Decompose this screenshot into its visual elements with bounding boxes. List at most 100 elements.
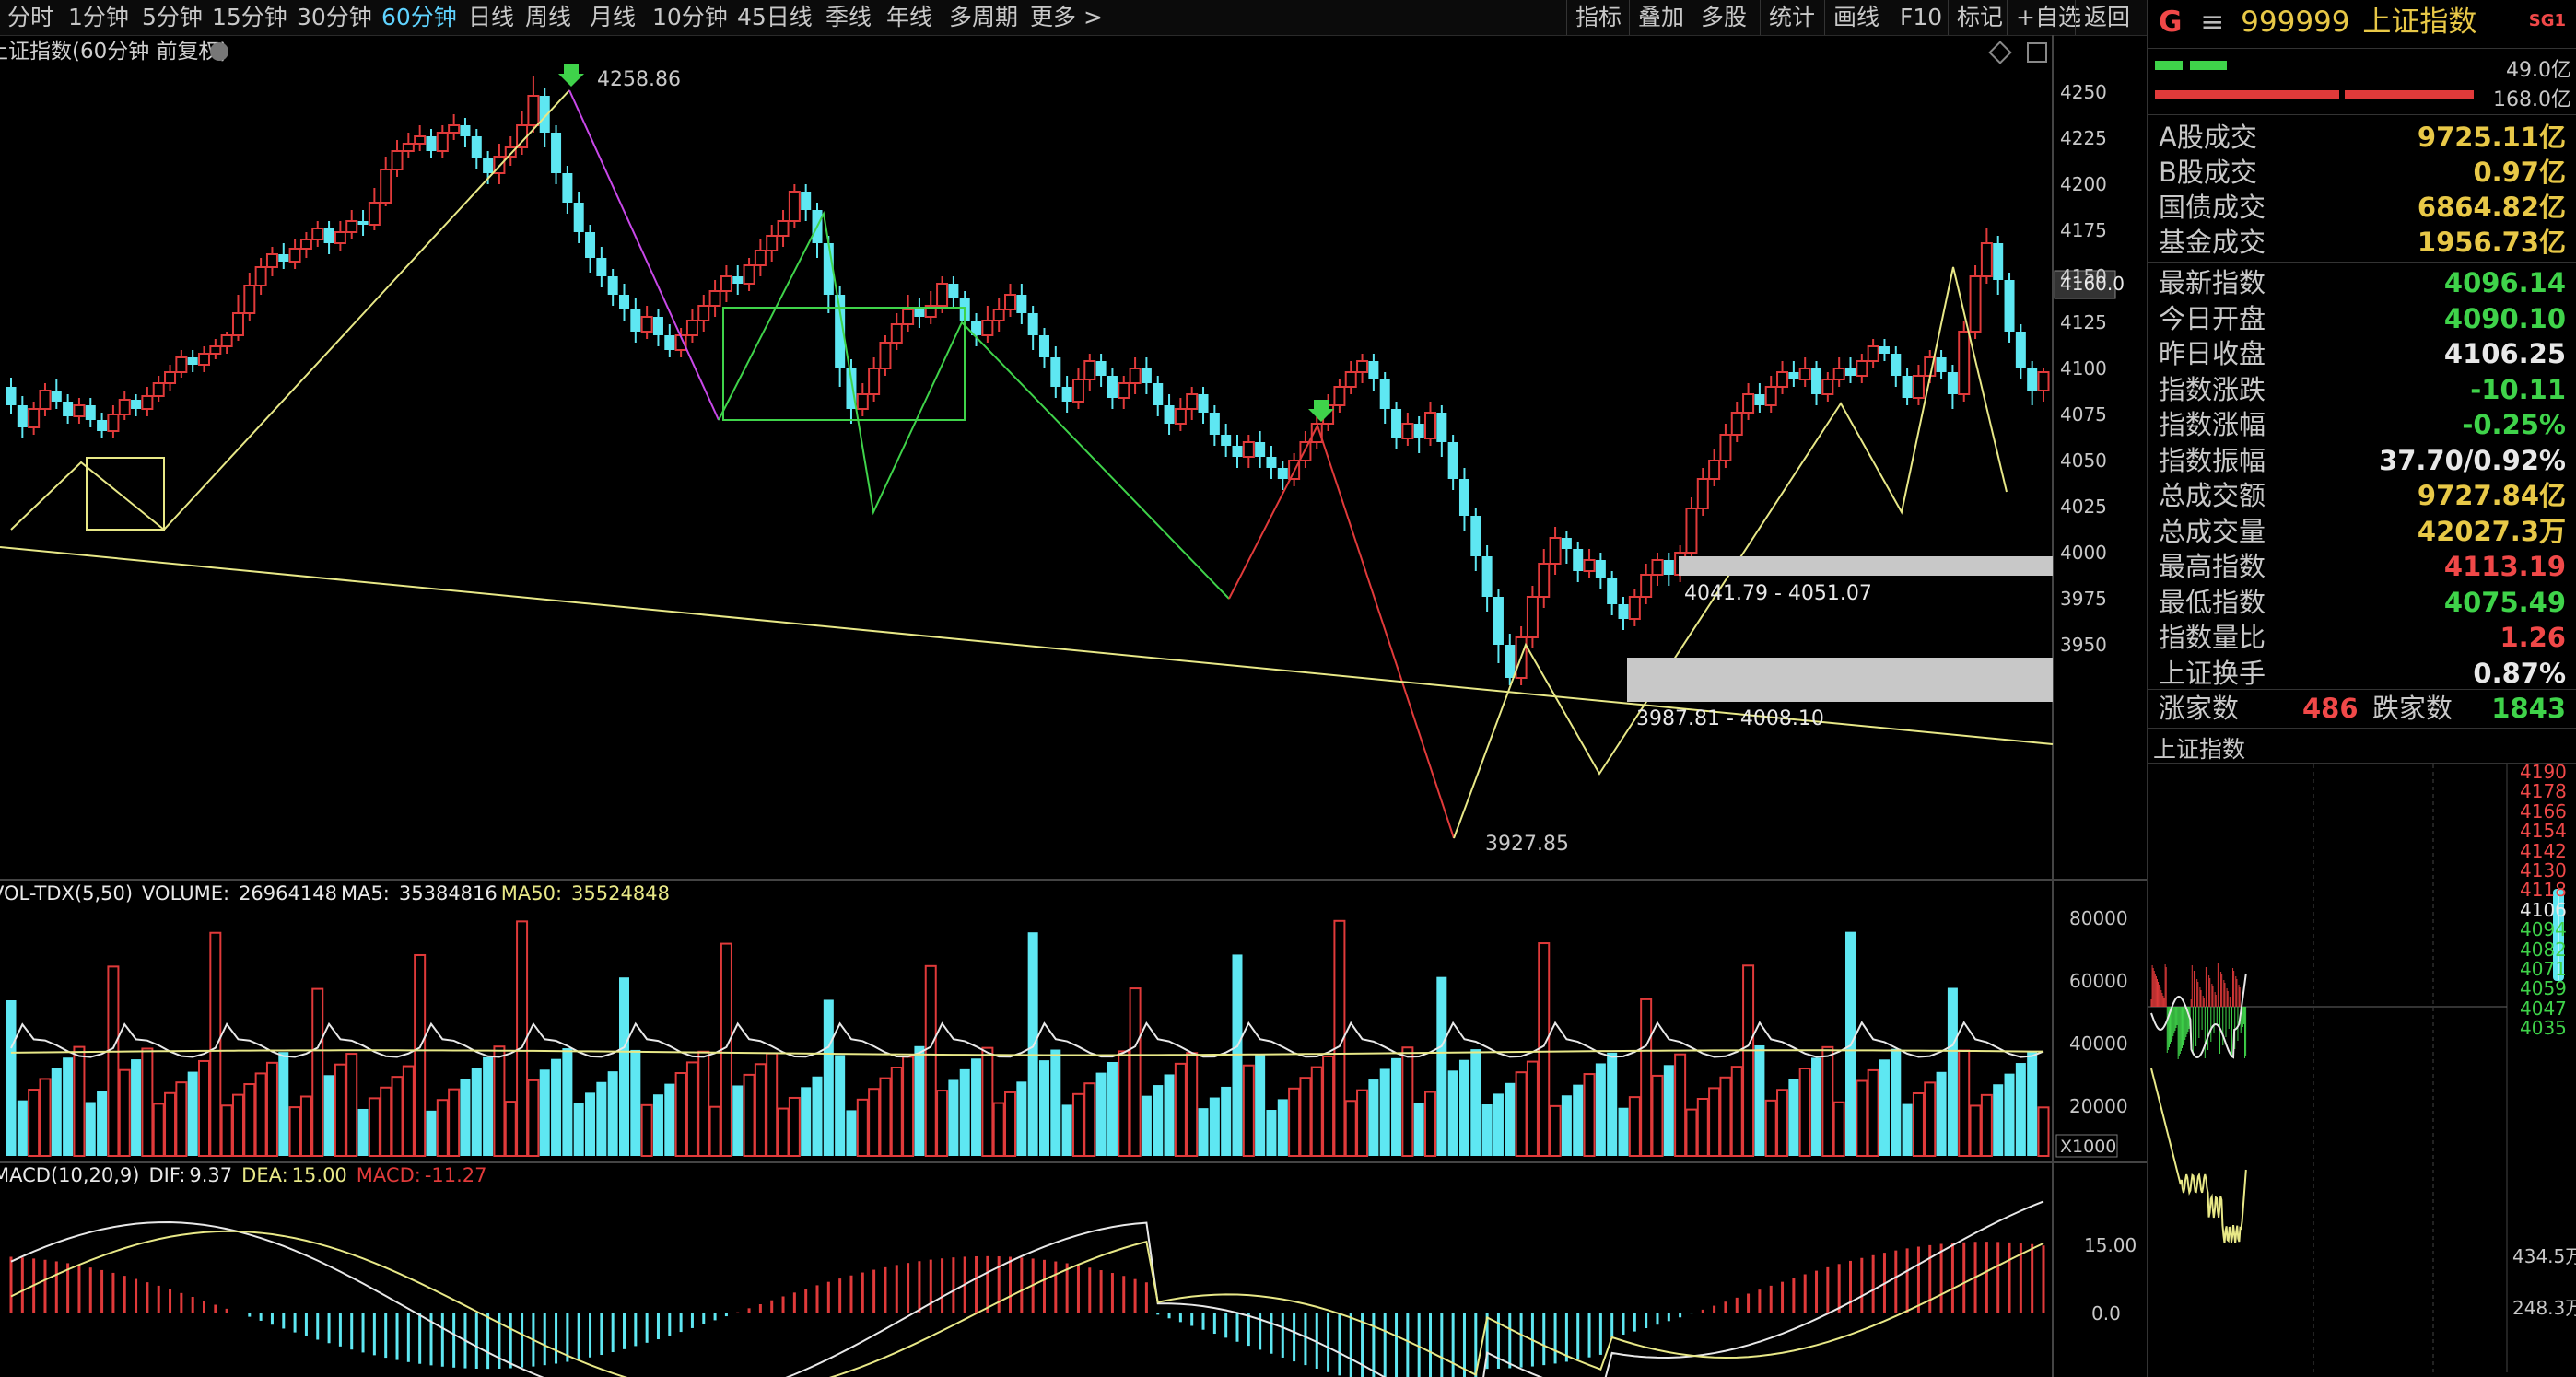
volume-tick: 40000 [2069, 1033, 2128, 1055]
high-annotation: 4258.86 [597, 68, 681, 91]
mini-tick: 4106 [2520, 898, 2567, 921]
period-tab-14[interactable]: 更多 > [1030, 4, 1103, 30]
candle-body [414, 135, 427, 145]
candle-body [551, 133, 562, 173]
period-tab-13[interactable]: 多周期 [949, 4, 1019, 30]
consolidation-box [86, 457, 165, 531]
volume-bar [1299, 1077, 1312, 1157]
tool-btn-6[interactable]: 标记 [1957, 4, 2004, 30]
candle-body [1333, 386, 1346, 406]
period-tab-8[interactable]: 月线 [590, 4, 637, 30]
candlesticks [6, 76, 2050, 685]
mini-tick: 4166 [2520, 799, 2567, 823]
zone2-annotation: 3987.81 - 4008.10 [1636, 707, 1824, 730]
candle-body [607, 276, 618, 295]
mini-tick: 4118 [2520, 879, 2567, 902]
volume-bar [1071, 1092, 1084, 1157]
up-label: 涨家数 [2159, 693, 2240, 724]
tool-btn-1[interactable]: 叠加 [1638, 4, 1685, 30]
candle-body [1607, 578, 1618, 604]
period-tab-3[interactable]: 15分钟 [212, 4, 287, 30]
volume-bar [1798, 1068, 1811, 1157]
turnover-row: B股成交 0.97亿 [2155, 155, 2570, 190]
tool-btn-5[interactable]: F10 [1900, 4, 1943, 30]
volume-bar [1481, 1104, 1493, 1156]
volume-bar [265, 1061, 278, 1157]
candle-body [1061, 387, 1072, 402]
tool-btn-2[interactable]: 多股 [1701, 4, 1748, 30]
volume-bar [1811, 1057, 1822, 1156]
period-tab-5[interactable]: 60分钟 [381, 4, 457, 30]
candle-body [788, 191, 801, 222]
volume-bar [685, 1061, 698, 1158]
volume-bar [1607, 1052, 1618, 1156]
candle-body [1004, 294, 1017, 310]
price-tick: 3975 [2060, 588, 2107, 610]
row-value: 9725.11亿 [2417, 122, 2566, 153]
period-tab-2[interactable]: 5分钟 [142, 4, 203, 30]
volume-bar [1436, 976, 1447, 1156]
candle-body [527, 95, 540, 126]
volume-bar [835, 1055, 846, 1156]
period-tab-1[interactable]: 1分钟 [68, 4, 129, 30]
tool-separator [1629, 0, 1630, 35]
volume-bar [187, 1071, 198, 1156]
period-tab-10[interactable]: 45日线 [737, 4, 813, 30]
tool-btn-0[interactable]: 指标 [1575, 4, 1622, 30]
volume-bar [1221, 1086, 1232, 1156]
volume-bar [1573, 1084, 1584, 1156]
candle-body [380, 169, 392, 204]
volume-bar [1310, 1066, 1323, 1157]
volume-ma50-line [10, 1049, 2044, 1056]
mini-tick: 4071 [2520, 958, 2567, 980]
red-bar-value: 168.0亿 [2493, 88, 2571, 111]
candle-body [1071, 379, 1084, 403]
tool-btn-8[interactable]: 返回 [2084, 4, 2131, 30]
volume-bar [1902, 1103, 1913, 1156]
menu-icon[interactable] [2027, 42, 2047, 63]
candle-body [664, 335, 675, 350]
volume-bar [856, 1098, 869, 1157]
candle-body [992, 309, 1005, 321]
tool-btn-3[interactable]: 统计 [1769, 4, 1816, 30]
candle-body [288, 248, 301, 263]
volume-bar [1198, 1108, 1209, 1156]
volume-bar [97, 1091, 108, 1156]
volume-bar [28, 1089, 41, 1157]
intraday-mini-chart[interactable] [2148, 764, 2576, 1372]
period-tab-12[interactable]: 年线 [886, 4, 933, 30]
tool-btn-4[interactable]: 画线 [1833, 4, 1880, 30]
volume-bar [1038, 1060, 1049, 1156]
volume-unit: X1000 [2060, 1137, 2117, 1157]
row-value: 1.26 [2500, 622, 2566, 653]
red-bar-2 [2345, 90, 2474, 99]
period-tab-11[interactable]: 季线 [825, 4, 872, 30]
volume-bar [1164, 1074, 1175, 1156]
dropdown-icon[interactable] [210, 42, 228, 61]
candle-body [1232, 446, 1243, 457]
period-tab-6[interactable]: 日线 [468, 4, 515, 30]
volume-bar [1891, 1048, 1902, 1156]
candle-body [39, 390, 52, 410]
volume-bar [63, 1057, 74, 1156]
mini-tick: 4035 [2520, 1017, 2567, 1040]
volume-bar [1958, 1049, 1971, 1158]
volume-bar [1413, 1103, 1424, 1156]
chart-canvas[interactable] [0, 0, 2147, 1377]
volume-bar [164, 1091, 177, 1158]
macd-header-part: 15.00 [291, 1164, 347, 1186]
tool-btn-7[interactable]: +自选 [2016, 4, 2081, 30]
volume-bar [1016, 1081, 1027, 1156]
period-tab-4[interactable]: 30分钟 [297, 4, 372, 30]
volume-bar [436, 1099, 449, 1157]
index-stat-row: 指数量比 1.26 [2155, 620, 2570, 655]
volume-bar [1083, 1082, 1096, 1157]
volume-bar [551, 1058, 562, 1156]
menu-icon-panel[interactable]: ≡ [2200, 6, 2225, 39]
period-tab-0[interactable]: 分时 [7, 4, 54, 30]
volume-bar [426, 1110, 437, 1156]
period-tab-9[interactable]: 10分钟 [652, 4, 728, 30]
volume-bar [357, 1108, 369, 1156]
volume-bar [1685, 1108, 1698, 1157]
period-tab-7[interactable]: 周线 [525, 4, 572, 30]
